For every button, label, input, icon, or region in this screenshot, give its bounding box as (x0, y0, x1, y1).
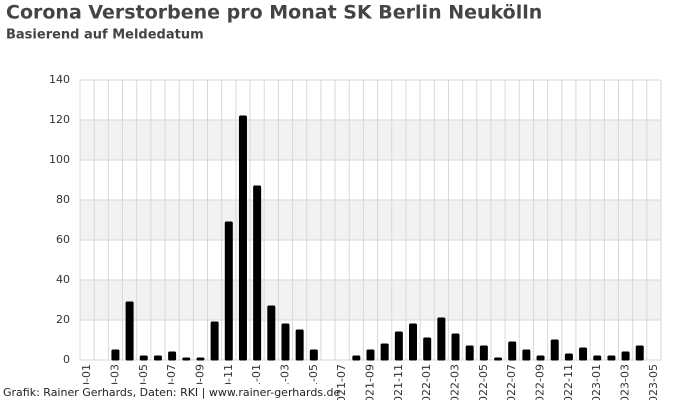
bar (380, 343, 389, 361)
bar (295, 329, 304, 361)
bar (564, 353, 573, 361)
y-tick-label: 40 (56, 273, 70, 286)
bar (394, 331, 403, 361)
x-tick-label: 2023-05 (647, 364, 660, 400)
bar (352, 355, 361, 361)
y-tick-label: 100 (49, 153, 70, 166)
x-tick-label: 2022-07 (505, 364, 518, 400)
bar (621, 351, 630, 361)
grid-band (80, 120, 661, 160)
bar (281, 323, 290, 361)
bar (182, 357, 191, 361)
bar (494, 357, 503, 361)
bar (210, 321, 219, 361)
x-tick-label: 2022-03 (449, 364, 462, 400)
bar (607, 355, 616, 361)
grid-band (80, 280, 661, 320)
bar (451, 333, 460, 361)
x-tick-label: 2021-07 (335, 364, 348, 400)
y-tick-label: 60 (56, 233, 70, 246)
y-tick-label: 0 (63, 353, 70, 366)
x-tick-label: 2022-01 (420, 364, 433, 400)
grid-band (80, 200, 661, 240)
x-tick-label: 2023-03 (619, 364, 632, 400)
y-tick-label: 140 (49, 73, 70, 86)
y-tick-label: 120 (49, 113, 70, 126)
x-tick-label: 2022-05 (477, 364, 490, 400)
bar (508, 341, 517, 361)
y-tick-label: 80 (56, 193, 70, 206)
bar (593, 355, 602, 361)
bar (238, 115, 247, 361)
bar (168, 351, 177, 361)
bar (479, 345, 488, 361)
bar (267, 305, 276, 361)
x-tick-label: 2021-11 (392, 364, 405, 400)
bar (550, 339, 559, 361)
bar (153, 355, 162, 361)
bar (423, 337, 432, 361)
chart-subtitle: Basierend auf Meldedatum (6, 28, 204, 43)
x-tick-label: 2022-11 (562, 364, 575, 400)
bar (579, 347, 588, 361)
footer-bg (0, 384, 330, 400)
bar (224, 221, 233, 361)
x-tick-label: 2021-09 (364, 364, 377, 400)
bar (635, 345, 644, 361)
bar (409, 323, 418, 361)
x-tick-label: 2023-01 (590, 364, 603, 400)
bar (366, 349, 375, 361)
footer: Grafik: Rainer Gerhards, Daten: RKI | ww… (3, 386, 341, 399)
bar (437, 317, 446, 361)
chart-title: Corona Verstorbene pro Monat SK Berlin N… (6, 2, 542, 24)
x-tick-label: 2022-09 (534, 364, 547, 400)
bar (125, 301, 134, 361)
bar (309, 349, 318, 361)
bar (536, 355, 545, 361)
bar (522, 349, 531, 361)
bar (465, 345, 474, 361)
bar (253, 185, 262, 361)
bar (111, 349, 120, 361)
bar (139, 355, 148, 361)
y-tick-label: 20 (56, 313, 70, 326)
bar (196, 357, 205, 361)
